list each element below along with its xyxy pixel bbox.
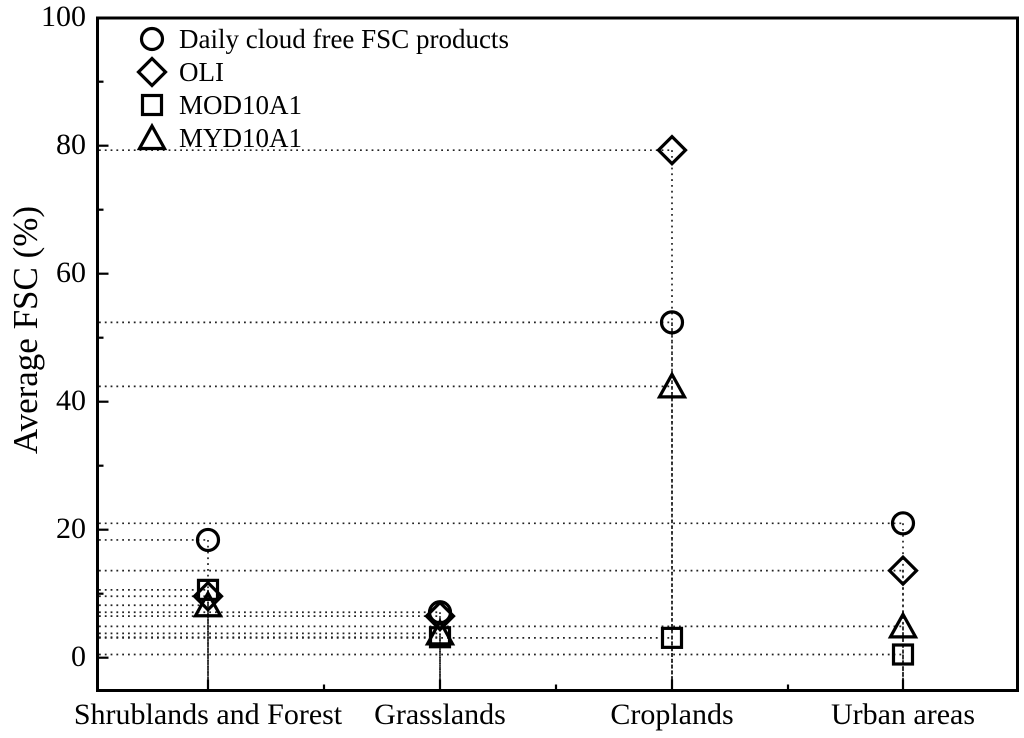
legend-marker-diamond-icon xyxy=(136,56,168,88)
legend-marker-square-icon xyxy=(140,93,164,117)
data-point-triangle-3 xyxy=(887,611,919,639)
y-tick-label-100: 100 xyxy=(41,0,86,33)
x-category-label-urban: Urban areas xyxy=(830,698,976,731)
y-tick-label-20: 20 xyxy=(56,512,86,545)
data-point-circle-0 xyxy=(195,527,221,553)
data-point-square-3 xyxy=(891,643,915,666)
x-category-label-grasslands: Grasslands xyxy=(374,698,506,731)
data-point-diamond-2 xyxy=(656,134,688,166)
legend-label-oli: OLI xyxy=(179,57,224,87)
legend-label-myd10a1: MYD10A1 xyxy=(179,123,303,153)
x-category-label-croplands: Croplands xyxy=(610,698,734,731)
y-tick-label-40: 40 xyxy=(56,384,86,417)
data-point-circle-2 xyxy=(659,310,685,335)
data-point-diamond-1 xyxy=(424,600,456,632)
data-point-triangle-2 xyxy=(656,371,688,399)
data-point-square-2 xyxy=(660,626,684,649)
y-tick-label-80: 80 xyxy=(56,128,86,161)
y-tick-label-0: 0 xyxy=(71,640,86,673)
legend-label-daily-fsc: Daily cloud free FSC products xyxy=(179,24,509,54)
y-axis-title: Average FSC (%) xyxy=(6,205,45,455)
data-point-triangle-1 xyxy=(424,618,456,646)
data-point-triangle-0 xyxy=(192,589,224,618)
legend-marker-triangle-icon xyxy=(136,122,168,151)
legend-label-mod10a1: MOD10A1 xyxy=(179,90,303,120)
y-tick-label-60: 60 xyxy=(56,256,86,289)
x-category-label-shrublands: Shrublands and Forest xyxy=(73,698,343,731)
data-point-diamond-3 xyxy=(887,554,919,587)
plot-frame xyxy=(96,16,1019,692)
data-point-square-0 xyxy=(196,578,220,601)
data-point-circle-3 xyxy=(890,511,916,536)
legend-marker-circle-icon xyxy=(139,26,165,52)
